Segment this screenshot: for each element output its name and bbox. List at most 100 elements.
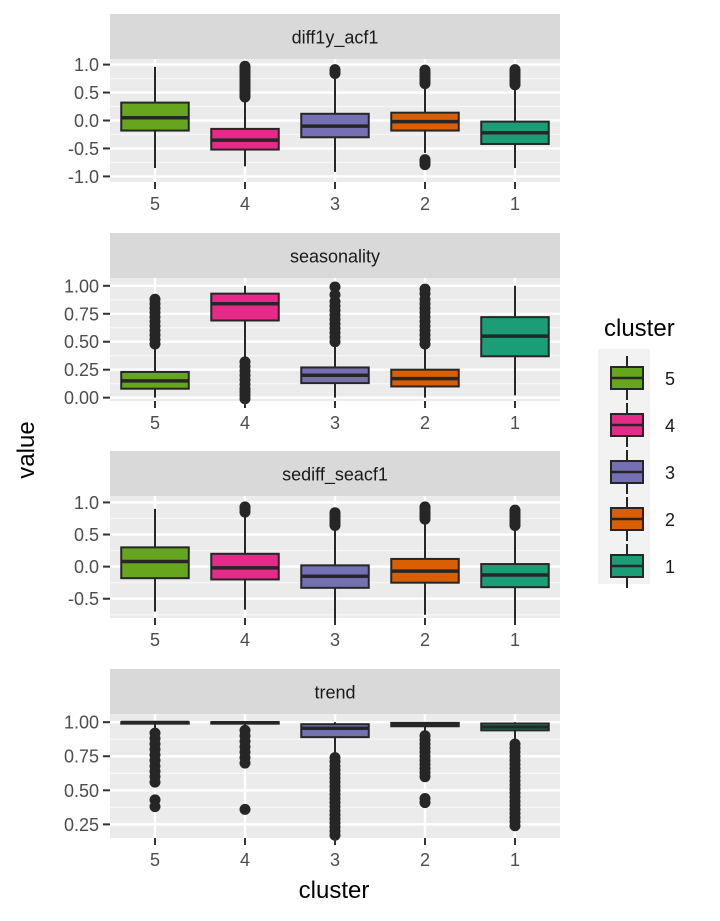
box-cluster-4	[210, 501, 280, 610]
box-cluster-2	[390, 721, 460, 809]
outlier-point	[329, 64, 341, 76]
y-tick-label: 0.75	[64, 304, 99, 324]
iqr-box	[300, 723, 370, 739]
x-tick-label: 2	[420, 630, 430, 650]
x-tick-label: 1	[510, 850, 520, 870]
box-cluster-1	[480, 64, 550, 169]
x-tick-label: 2	[420, 850, 430, 870]
box-cluster-2	[390, 501, 460, 615]
y-tick-label: -1.0	[68, 167, 99, 187]
x-tick-label: 5	[150, 850, 160, 870]
y-tick-label: 0.0	[74, 557, 99, 577]
facet-panels: diff1y_acf1-1.0-0.50.00.51.05 4 3 2 1seasona…	[64, 14, 560, 870]
legend-label: 5	[665, 369, 675, 389]
x-tick-label: 5	[150, 413, 160, 433]
x-tick-label: 4	[240, 413, 250, 433]
legend-label: 2	[665, 510, 675, 530]
outlier-point	[239, 724, 251, 736]
box-cluster-3	[300, 281, 370, 398]
facet-panel-diff1y_acf1: diff1y_acf1 -1.0 -0.5 0.0 0.5 1.0 5 4 3 2 1	[68, 14, 560, 214]
box-cluster-4	[210, 60, 280, 167]
y-tick-label: 1.00	[64, 276, 99, 296]
box-cluster-5	[120, 293, 190, 398]
facet-panel-trend: trend 0.25 0.50 0.75 1.00 5 4 3 2 1	[64, 669, 560, 870]
facet-title: trend	[314, 683, 355, 703]
box-cluster-5	[120, 508, 190, 612]
box-cluster-1	[480, 504, 550, 618]
outlier-point	[239, 501, 251, 513]
box-cluster-3	[300, 64, 370, 172]
y-tick-label: 1.0	[74, 55, 99, 75]
legend-key-3: 3	[610, 450, 675, 494]
outlier-point	[419, 159, 431, 171]
box-cluster-2	[390, 64, 460, 171]
outlier-point	[149, 794, 161, 806]
legend-label: 4	[665, 416, 675, 436]
outlier-point	[239, 60, 251, 72]
facet-strip	[110, 451, 560, 496]
iqr-box	[210, 292, 280, 322]
legend-title: cluster	[604, 315, 675, 342]
y-tick-label: 0.25	[64, 815, 99, 835]
x-tick-label: 1	[510, 630, 520, 650]
y-tick-label: -0.5	[68, 139, 99, 159]
outlier-point	[419, 283, 431, 295]
box-cluster-1	[480, 722, 550, 832]
box-cluster-5	[120, 720, 190, 813]
y-tick-label: 0.5	[74, 83, 99, 103]
facet-strip	[110, 233, 560, 278]
outlier-point	[329, 289, 341, 301]
y-tick-label: 0.50	[64, 781, 99, 801]
box-cluster-5	[120, 66, 190, 169]
x-tick-label: 3	[330, 194, 340, 214]
box-cluster-4	[210, 720, 280, 815]
facet-panel-seasonality: seasonality 0.00 0.25 0.50 0.75 1.00 5 4 3 2 1	[64, 233, 560, 433]
outlier-point	[419, 64, 431, 76]
x-tick-label: 3	[330, 850, 340, 870]
y-tick-label: 0.50	[64, 332, 99, 352]
x-tick-label: 3	[330, 630, 340, 650]
x-tick-label: 1	[510, 194, 520, 214]
outlier-point	[329, 507, 341, 519]
y-tick-label: 1.00	[64, 713, 99, 733]
box-cluster-3	[300, 507, 370, 618]
facet-title: diff1y_acf1	[292, 28, 379, 49]
outlier-point	[419, 501, 431, 513]
legend-key-4: 4	[610, 403, 675, 447]
y-tick-label: 0.25	[64, 360, 99, 380]
x-tick-label: 1	[510, 413, 520, 433]
legend: cluster 5 4 3 2 1	[598, 315, 675, 588]
y-axis-title: value	[13, 421, 40, 478]
box-cluster-4	[210, 285, 280, 405]
y-tick-label: 0.5	[74, 525, 99, 545]
legend-key-2: 2	[610, 497, 675, 541]
facet-strip	[110, 14, 560, 59]
facet-title: sediff_seacf1	[282, 465, 388, 486]
y-tick-label: 0.00	[64, 388, 99, 408]
y-tick-label: 0.0	[74, 111, 99, 131]
y-tick-label: 0.75	[64, 747, 99, 767]
legend-key-1: 1	[610, 544, 675, 588]
x-tick-label: 5	[150, 194, 160, 214]
outlier-point	[149, 727, 161, 739]
legend-label: 1	[665, 557, 675, 577]
box-cluster-2	[390, 283, 460, 398]
x-tick-label: 4	[240, 630, 250, 650]
facet-panel-sediff_seacf1: sediff_seacf1 -0.5 0.0 0.5 1.0 5 4 3 2 1	[68, 451, 560, 650]
x-tick-label: 5	[150, 630, 160, 650]
x-axis-title: cluster	[299, 877, 370, 904]
outlier-point	[419, 730, 431, 742]
outlier-point	[329, 752, 341, 764]
x-tick-label: 3	[330, 413, 340, 433]
x-tick-label: 2	[420, 413, 430, 433]
outlier-point	[419, 792, 431, 804]
legend-label: 3	[665, 463, 675, 483]
y-tick-label: 1.0	[74, 493, 99, 513]
outlier-point	[149, 293, 161, 305]
outlier-point	[509, 738, 521, 750]
box-cluster-1	[480, 285, 550, 396]
facet-title: seasonality	[290, 247, 380, 267]
legend-key-5: 5	[610, 356, 675, 400]
outlier-point	[509, 504, 521, 516]
